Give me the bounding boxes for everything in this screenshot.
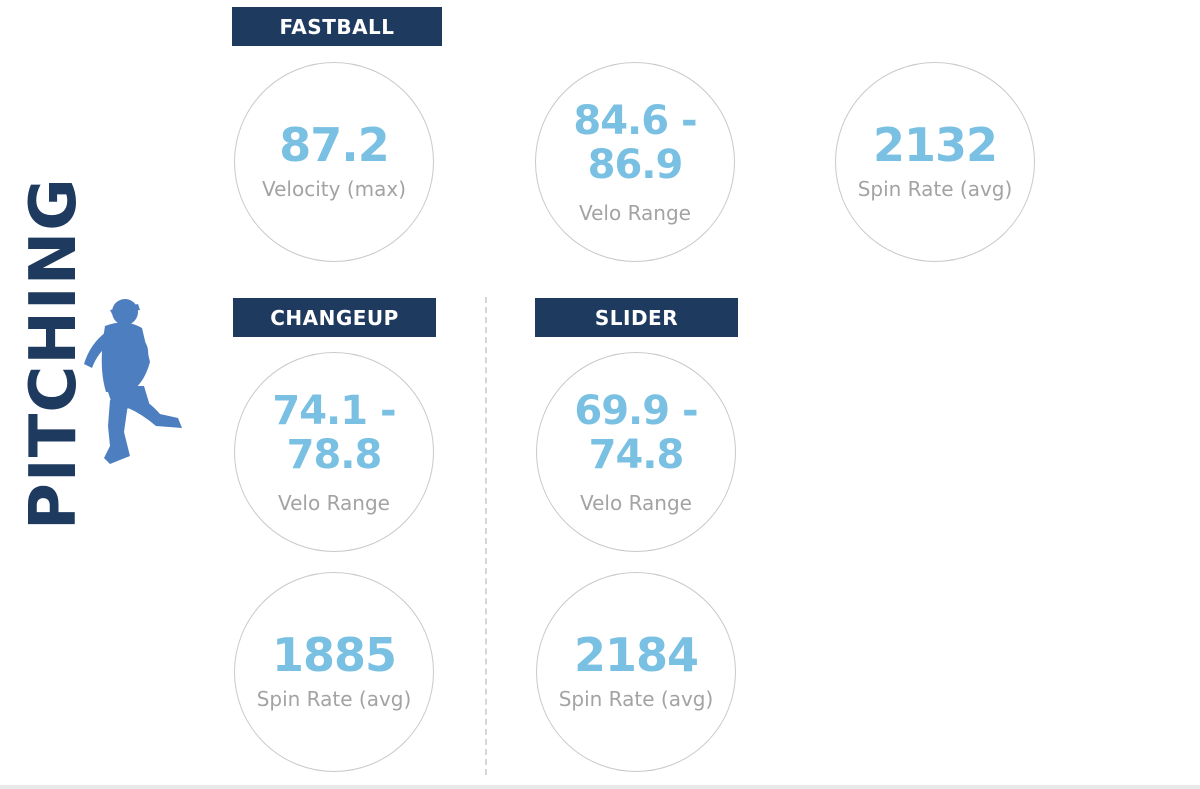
fastball-velo-range-circle: 84.6 - 86.9 Velo Range	[535, 62, 735, 262]
slider-spin-rate-caption: Spin Rate (avg)	[558, 687, 714, 711]
slider-label: SLIDER	[535, 298, 738, 337]
changeup-label: CHANGEUP	[233, 298, 436, 337]
fastball-velo-range-caption: Velo Range	[579, 201, 691, 225]
changeup-velo-range-caption: Velo Range	[278, 491, 390, 515]
fastball-label: FASTBALL	[232, 7, 442, 46]
changeup-spin-rate-value: 1885	[271, 628, 397, 682]
section-divider	[485, 297, 487, 775]
pitcher-silhouette-icon	[84, 299, 182, 464]
slider-velo-range-circle: 69.9 - 74.8 Velo Range	[536, 352, 736, 552]
changeup-spin-rate-circle: 1885 Spin Rate (avg)	[234, 572, 434, 772]
changeup-velo-range-circle: 74.1 - 78.8 Velo Range	[234, 352, 434, 552]
fastball-spin-rate-value: 2132	[872, 118, 998, 172]
changeup-velo-range-value-line2: 78.8	[286, 432, 383, 478]
slider-velo-range-value-line1: 69.9 -	[574, 388, 698, 434]
changeup-velo-range-value-line1: 74.1 -	[272, 388, 396, 434]
fastball-velo-range-value-line2: 86.9	[587, 142, 684, 188]
fastball-spin-rate-circle: 2132 Spin Rate (avg)	[835, 62, 1035, 262]
changeup-spin-rate-caption: Spin Rate (avg)	[256, 687, 412, 711]
fastball-velocity-value: 87.2	[279, 118, 389, 172]
slider-spin-rate-circle: 2184 Spin Rate (avg)	[536, 572, 736, 772]
fastball-velocity-caption: Velocity (max)	[262, 177, 406, 201]
slider-velo-range-value-line2: 74.8	[588, 432, 685, 478]
bottom-rule	[0, 785, 1200, 789]
slider-velo-range-caption: Velo Range	[580, 491, 692, 515]
fastball-velocity-circle: 87.2 Velocity (max)	[234, 62, 434, 262]
fastball-spin-rate-caption: Spin Rate (avg)	[857, 177, 1013, 201]
fastball-velo-range-value-line1: 84.6 -	[573, 98, 697, 144]
slider-spin-rate-value: 2184	[573, 628, 699, 682]
